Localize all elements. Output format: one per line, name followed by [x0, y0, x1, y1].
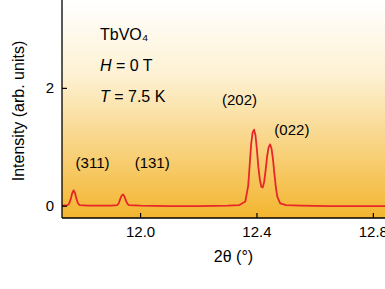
peak-label: (131): [135, 154, 170, 171]
x-tick: [140, 213, 141, 218]
x-tick-label: 12.4: [242, 223, 271, 240]
y-tick: [62, 88, 67, 89]
y-tick: [62, 206, 67, 207]
x-tick: [256, 213, 257, 218]
y-axis: [61, 0, 62, 218]
y-axis-label: Intensity (arb. units): [10, 41, 27, 182]
inset-text: T = 7.5 K: [100, 88, 166, 105]
series-group: [62, 130, 385, 207]
peak-label: (311): [76, 154, 110, 171]
peak-label: (022): [274, 121, 309, 138]
plot-background: [62, 0, 385, 218]
inset-text: TbVO₄: [100, 26, 148, 43]
peak-label: (202): [222, 91, 257, 108]
inset-text: H = 0 T: [100, 57, 153, 74]
x-axis: [62, 217, 385, 218]
data-line: [62, 130, 385, 207]
x-tick-label: 12.8: [359, 223, 385, 240]
x-tick: [373, 213, 374, 218]
x-tick-label: 12.0: [126, 223, 155, 240]
y-tick-label: 0: [46, 197, 54, 214]
y-tick-label: 2: [46, 79, 54, 96]
chart: 12.0 12.4 12.8 0 2 2θ (°) Intensity (arb. unit…: [0, 0, 385, 289]
x-axis-label: 2θ (°): [214, 248, 253, 265]
